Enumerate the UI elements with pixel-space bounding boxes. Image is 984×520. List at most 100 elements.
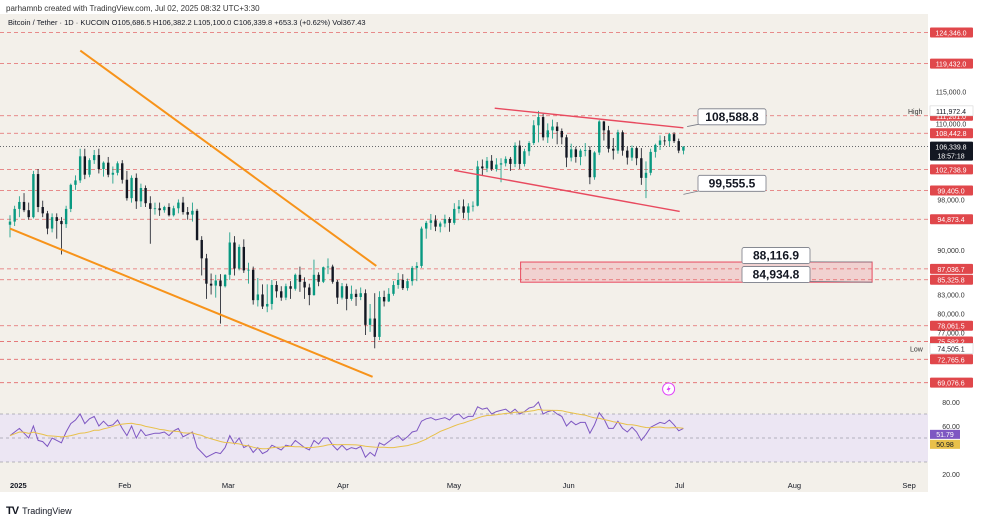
price-chart[interactable]: Bitcoin / Tether · 1D · KUCOIN O105,686.… [0,14,984,506]
candle-body [167,207,171,216]
callout-label: 99,555.5 [709,176,756,190]
candle-body [46,213,49,229]
x-tick-label: Aug [788,481,801,490]
high-label: High [908,109,923,116]
candle-body [270,284,274,304]
footer-label: TradingView [22,506,72,516]
candle-body [22,201,26,211]
callout-box [697,108,767,126]
candle-body [565,137,568,158]
candle-body [359,293,362,297]
candle-body [64,208,68,225]
candle-body [256,294,260,301]
candle-body [144,188,147,204]
low-label: Low [910,346,924,353]
candle-body [317,274,320,282]
candle-body [345,286,348,299]
chart-area[interactable]: Bitcoin / Tether · 1D · KUCOIN O105,686.… [0,14,984,506]
candle-body [457,206,461,209]
candle-body [471,205,475,207]
candle-body [541,117,545,138]
candle-body [322,267,325,282]
candle-body [396,279,400,285]
candle-body [107,162,110,175]
candle-body [275,284,278,292]
candle-body [387,293,390,302]
y-tick-label: 80,000.0 [937,311,964,318]
level-tag [930,214,973,225]
rsi-line [9,401,684,459]
candle-body [266,303,269,307]
candle-body [462,206,465,213]
candle-body [677,141,680,151]
candle-body [621,132,624,151]
demand-zone [520,261,873,283]
rsi-ma-line [9,408,684,450]
candle-body [654,144,657,152]
candle-body [172,208,175,216]
candle-body [284,286,288,298]
candle-body [439,223,442,227]
candle-body [251,269,255,301]
y-tick-label: 115,000.0 [936,90,967,97]
candle-body [92,155,96,161]
candle-body [583,149,587,151]
level-label: 87,036.7 [937,267,964,274]
candle-body [626,150,629,158]
candle-body [682,146,685,151]
level-tag [930,58,973,69]
candle-body [158,208,161,211]
y-tick-label: 90,000.0 [937,248,964,255]
candle-body [443,219,447,224]
high-tag [929,105,974,117]
low-tag [929,343,974,354]
candle-body [504,158,507,164]
candle-body [228,242,231,275]
candle-body [18,201,21,209]
candle-body [420,228,423,266]
candle-body [560,130,564,138]
candle-body [401,279,405,289]
candle-body [50,217,54,229]
candle-body [139,188,143,202]
callout-label: 108,588.8 [705,110,759,124]
candle-body [135,177,138,202]
candle-body [644,172,648,178]
candle-body [373,318,376,337]
candle-body [574,149,578,157]
legend-text: Bitcoin / Tether · 1D · KUCOIN O105,686.… [8,18,366,27]
candle-body [83,156,87,175]
level-label: 111,201.0 [936,114,966,121]
level-label: 75,582.2 [937,339,964,346]
candle-body [509,158,512,164]
x-tick-label: Apr [337,481,349,490]
candle-body [308,287,311,296]
candle-body [392,284,395,294]
chart-header: parhamnb created with TradingView.com, J… [6,4,260,13]
candle-body [513,145,517,164]
callout-box [741,266,811,283]
level-label: 102,738.9 [935,167,966,174]
level-label: 72,765.6 [937,357,964,364]
level-label: 69,076.6 [937,381,964,388]
rsi-value-tag [930,429,960,439]
candle-body [551,126,554,131]
candle-body [640,158,643,178]
candle-body [247,269,250,271]
level-label: 99,405.0 [937,189,964,196]
candle-body [663,140,666,142]
orange-trendline [9,227,373,378]
candle-body [163,207,166,211]
candle-body [616,132,620,151]
candle-body [242,246,246,271]
candle-body [280,291,283,298]
candle-body [378,296,381,337]
level-tag [930,185,973,196]
candle-body [495,164,498,169]
x-tick-label: Mar [222,481,235,490]
candle-body [350,293,353,299]
candle-body [410,267,414,282]
candle-body [205,258,208,284]
candle-body [153,208,157,210]
red-trendline [453,169,680,213]
